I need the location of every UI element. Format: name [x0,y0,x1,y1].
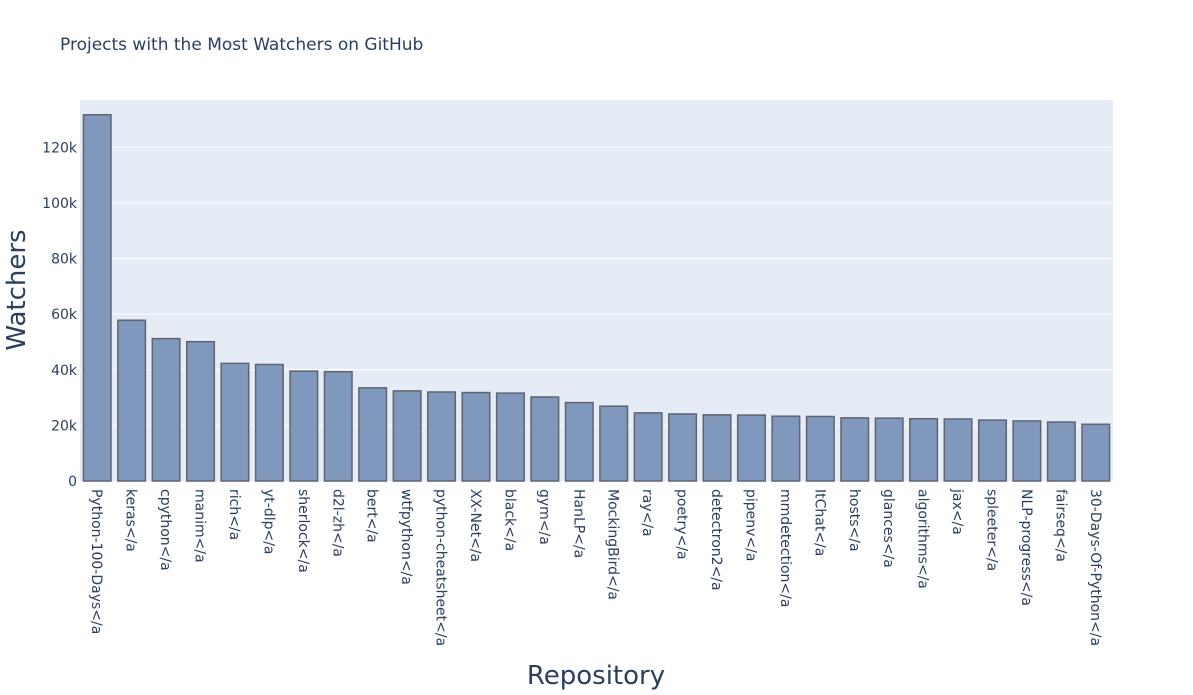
bar[interactable] [702,414,732,482]
x-tick-label: bert</a [364,489,380,543]
bar[interactable] [943,418,973,482]
x-tick-label: fairseq</a [1052,489,1068,562]
x-tick-label: pipenv</a [742,489,758,561]
y-axis-title: Watchers [2,229,32,350]
bar[interactable] [668,413,698,482]
bar[interactable] [840,417,870,482]
y-tick-label: 40k [51,363,78,379]
x-tick-label: yt-dlp</a [260,489,276,555]
x-tick-label: keras</a [123,489,139,552]
plot-area [80,100,1113,481]
x-tick-label: cpython</a [157,489,173,571]
bar[interactable] [392,390,422,482]
bar[interactable] [185,340,216,482]
bar[interactable] [736,414,766,482]
x-axis-title: Repository [527,661,665,691]
y-tick-label: 100k [42,196,78,212]
bar[interactable] [151,337,181,482]
x-tick-label: 30-Days-Of-Python</a [1087,489,1103,646]
bar[interactable] [805,415,835,482]
bar[interactable] [254,363,284,482]
x-tick-label: algorithms</a [915,489,931,589]
bar[interactable] [564,401,594,482]
bar[interactable] [909,417,939,482]
x-tick-label: mmdetection</a [777,489,793,607]
x-tick-label: Python-100-Days</a [88,489,104,634]
bar[interactable] [599,405,629,482]
bar[interactable] [1046,421,1076,482]
x-tick-label: detectron2</a [708,489,724,591]
bar[interactable] [1081,423,1111,482]
x-tick-label: MockingBird</a [605,489,621,600]
y-tick-label: 80k [51,252,78,268]
bar[interactable] [323,370,353,482]
x-tick-label: poetry</a [674,489,690,560]
bars [82,113,1111,482]
x-tick-label: python-cheatsheet</a [433,489,449,646]
bar[interactable] [461,391,491,482]
bar[interactable] [289,370,319,482]
x-tick-label: NLP-progress</a [1018,489,1034,606]
chart-title: Projects with the Most Watchers on GitHu… [60,35,423,55]
bar[interactable] [1012,420,1042,482]
bar[interactable] [358,387,388,482]
bar[interactable] [977,419,1008,482]
x-tick-label: jax</a [949,488,965,535]
bar[interactable] [117,319,147,482]
bar[interactable] [633,412,663,482]
gridlines [80,146,1113,426]
x-axis-ticks: Python-100-Days</a keras</a cpython</a mani… [88,488,1103,646]
x-tick-label: XX-Net</a [467,489,483,562]
y-tick-label: 120k [42,140,78,156]
x-tick-label: rich</a [226,489,242,540]
bar[interactable] [771,415,801,482]
y-tick-label: 0 [68,474,77,490]
bar[interactable] [874,417,904,482]
y-axis-ticks: 0 20k 40k 60k 80k 100k 120k [42,140,78,490]
x-tick-label: black</a [501,489,517,551]
x-tick-label: wtfpython</a [398,489,414,585]
x-tick-label: sherlock</a [295,489,311,573]
bar[interactable] [495,392,525,482]
bar[interactable] [530,396,560,482]
x-tick-label: glances</a [880,489,896,568]
x-tick-label: d2l-zh</a [329,489,345,557]
x-tick-label: ray</a [639,489,655,537]
x-tick-label: gym</a [536,489,552,545]
x-tick-label: ItChat</a [811,489,827,556]
bar[interactable] [427,391,457,482]
y-tick-label: 20k [51,418,78,434]
x-tick-label: hosts</a [846,489,862,552]
x-tick-label: spleeter</a [983,489,999,571]
bar[interactable] [220,362,250,482]
y-tick-label: 60k [51,307,78,323]
x-tick-label: manim</a [192,489,208,563]
x-tick-label: HanLP</a [570,489,586,558]
bar[interactable] [82,113,112,482]
